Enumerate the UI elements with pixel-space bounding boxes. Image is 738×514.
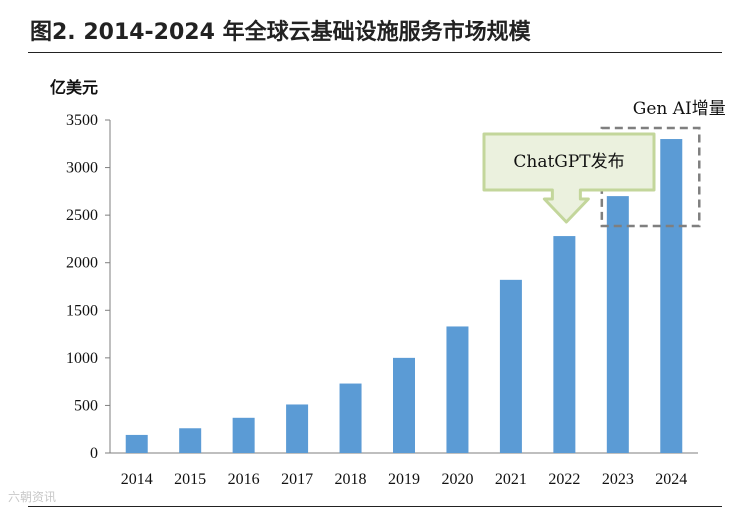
bar-2017	[286, 404, 309, 453]
bar-2019	[393, 357, 415, 453]
x-tick-label-2022: 2022	[548, 471, 580, 488]
y-tick-label: 2000	[66, 255, 98, 272]
y-tick-label: 1000	[66, 350, 98, 367]
x-tick-label-2020: 2020	[441, 471, 473, 488]
x-tick-label-2018: 2018	[335, 471, 367, 488]
x-tick-label-2021: 2021	[495, 471, 527, 488]
x-tick-label-2015: 2015	[174, 471, 206, 488]
bar-2020	[446, 326, 469, 453]
x-tick-label-2024: 2024	[655, 471, 687, 488]
bar-2015	[179, 428, 202, 453]
bar-2018	[339, 383, 362, 453]
gen-ai-label: Gen AI增量	[633, 99, 726, 119]
figure-title: 图2. 2014-2024 年全球云基础设施服务市场规模	[30, 20, 531, 45]
watermark: 六朝资讯	[8, 490, 57, 504]
x-tick-label-2017: 2017	[281, 471, 313, 488]
bar-2023	[606, 196, 629, 453]
y-tick-label: 3500	[66, 112, 98, 129]
bar-2021	[499, 279, 522, 453]
bar-2022	[553, 236, 576, 453]
x-tick-labels: 2014 2015 2016 2017 2018 2019 2020 2021 2022 2023…	[121, 471, 688, 488]
x-tick-label-2023: 2023	[602, 471, 634, 488]
chart-bars	[125, 139, 683, 453]
bar-2024	[660, 139, 683, 453]
x-tick-label-2019: 2019	[388, 471, 420, 488]
y-tick-label: 3000	[66, 160, 98, 177]
chatgpt-callout-arrow	[482, 132, 656, 224]
y-tick-label: 0	[90, 445, 98, 462]
y-tick-label: 1500	[66, 302, 98, 319]
bottom-rule	[28, 506, 722, 507]
chart-annotations: Gen AI增量 ChatGPT发布	[482, 99, 726, 228]
bar-2016	[232, 417, 255, 453]
x-tick-label-2016: 2016	[228, 471, 260, 488]
title-rule	[28, 52, 722, 53]
chatgpt-callout-label: ChatGPT发布	[513, 152, 624, 172]
y-axis-unit-label: 亿美元	[50, 78, 99, 97]
x-tick-label-2014: 2014	[121, 471, 153, 488]
bar-2014	[125, 434, 148, 453]
y-tick-labels: 0 500 1000 1500 2000 2500 3000 3500	[66, 112, 98, 462]
y-tick-label: 2500	[66, 207, 98, 224]
y-tick-label: 500	[74, 397, 98, 414]
